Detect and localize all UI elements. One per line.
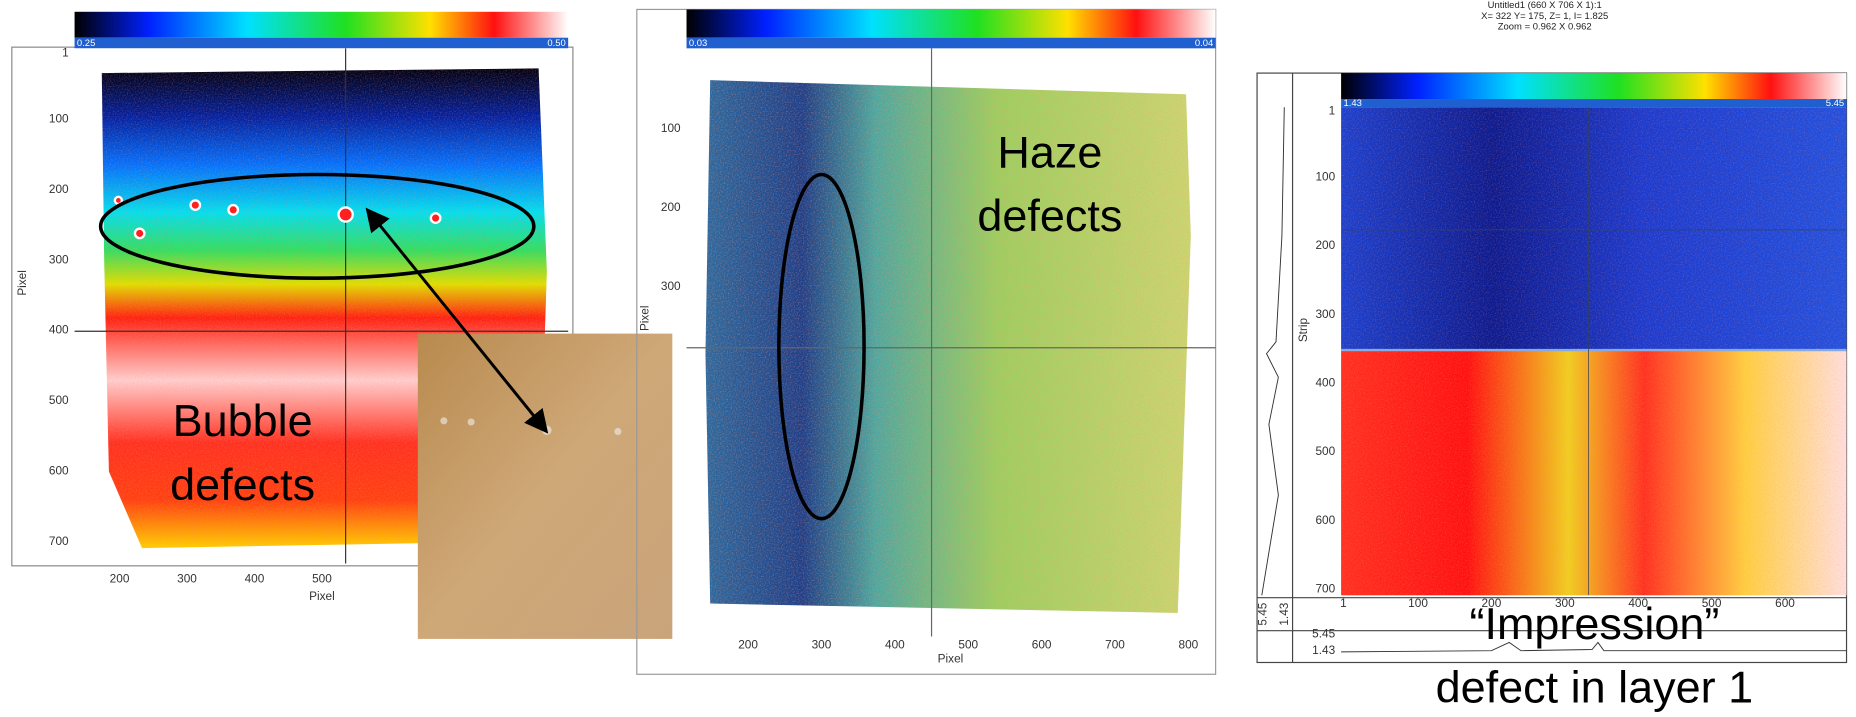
annotation: defects (170, 459, 315, 510)
x-tick-label: 700 (1105, 637, 1125, 651)
annotation: defects (977, 190, 1122, 241)
y-tick-label: 500 (1315, 444, 1335, 458)
y-tick-label: 1 (62, 46, 69, 60)
x-tick-label: 100 (1408, 596, 1428, 610)
x-tick-label: 300 (177, 571, 197, 585)
colorbar (75, 12, 569, 38)
figure: 0.25 0.50 Bubble defects Pixel Pixel 0.0… (0, 0, 1856, 712)
colorbar-strip (1341, 99, 1846, 107)
header-line: Zoom = 0.962 X 0.962 (1498, 21, 1592, 32)
colorbar-max: 0.50 (547, 38, 565, 49)
x-tick-label: 400 (245, 571, 265, 585)
y-tick-label: 1 (1329, 103, 1336, 117)
profile-label: 5.45 (1312, 627, 1335, 641)
y-tick-label: 100 (661, 121, 681, 135)
heatmap-noise (1341, 107, 1846, 595)
colorbar (687, 9, 1216, 37)
x-tick-label: 500 (1702, 596, 1722, 610)
annotation: “Impression” (1469, 598, 1719, 649)
y-tick-label: 200 (1315, 238, 1335, 252)
x-tick-label: 200 (738, 637, 758, 651)
annotation: Haze (997, 126, 1102, 177)
annotation: Bubble (173, 395, 313, 446)
x-tick-label: 500 (958, 637, 978, 651)
y-tick-label: 100 (49, 112, 69, 126)
y-tick-label: 100 (1315, 169, 1335, 183)
header-line: X= 322 Y= 175, Z= 1, I= 1.825 (1481, 11, 1608, 22)
y-tick-label: 400 (1315, 376, 1335, 390)
page: {"panels": [ {"colorbar": {"min": "0.25"… (0, 0, 1856, 712)
annotation: defect in layer 1 (1436, 662, 1753, 712)
y-axis-label: Strip (1296, 318, 1310, 343)
photo-inset (418, 334, 672, 639)
header-line: Untitled1 (660 X 706 X 1):1 (1488, 0, 1602, 11)
x-tick-label: 200 (110, 571, 130, 585)
x-tick-label: 600 (1775, 596, 1795, 610)
y-tick-label: 300 (661, 279, 681, 293)
y-tick-label: 400 (49, 323, 69, 337)
y-tick-label: 700 (49, 534, 69, 548)
x-tick-label: 200 (1482, 596, 1502, 610)
x-tick-label: 300 (1555, 596, 1575, 610)
y-tick-label: 600 (49, 463, 69, 477)
colorbar-strip (75, 38, 569, 49)
y-tick-label: 300 (49, 252, 69, 266)
x-tick-label: 500 (312, 571, 332, 585)
x-tick-label: 400 (885, 637, 905, 651)
colorbar-strip (687, 38, 1216, 49)
profile-label: 5.45 (1256, 602, 1270, 625)
colorbar-min: 0.25 (77, 38, 95, 49)
y-tick-label: 200 (49, 182, 69, 196)
x-tick-label: 1 (1340, 596, 1347, 610)
profile-label: 1.43 (1277, 602, 1291, 625)
profile-label: 1.43 (1312, 643, 1335, 657)
x-tick-label: 800 (1179, 637, 1199, 651)
x-tick-label: 300 (812, 637, 832, 651)
colorbar (1341, 73, 1846, 99)
y-tick-label: 700 (1315, 582, 1335, 596)
x-tick-label: 400 (1628, 596, 1648, 610)
x-tick-label: 600 (1032, 637, 1052, 651)
colorbar-min: 0.03 (689, 38, 707, 49)
y-tick-label: 200 (661, 200, 681, 214)
y-axis-label: Pixel (638, 306, 652, 332)
y-tick-label: 300 (1315, 307, 1335, 321)
side-profile (1262, 107, 1284, 595)
x-axis-label: Pixel (309, 589, 335, 603)
y-tick-label: 500 (49, 393, 69, 407)
colorbar-max: 0.04 (1195, 38, 1213, 49)
y-axis-label: Pixel (15, 270, 29, 296)
y-tick-label: 600 (1315, 513, 1335, 527)
x-axis-label: Pixel (938, 652, 964, 666)
